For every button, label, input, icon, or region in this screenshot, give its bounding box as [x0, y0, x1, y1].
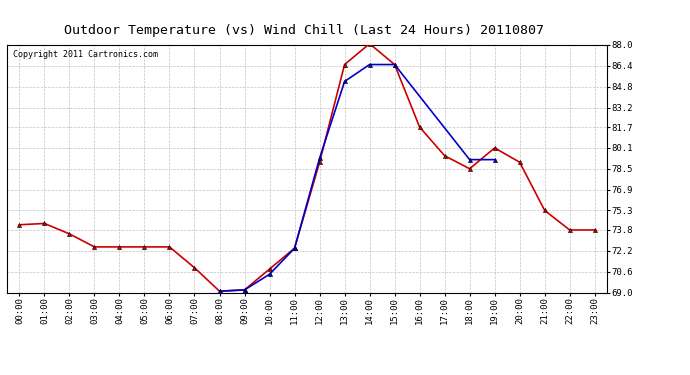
Text: Copyright 2011 Cartronics.com: Copyright 2011 Cartronics.com [13, 50, 158, 59]
Text: Outdoor Temperature (vs) Wind Chill (Last 24 Hours) 20110807: Outdoor Temperature (vs) Wind Chill (Las… [63, 24, 544, 38]
